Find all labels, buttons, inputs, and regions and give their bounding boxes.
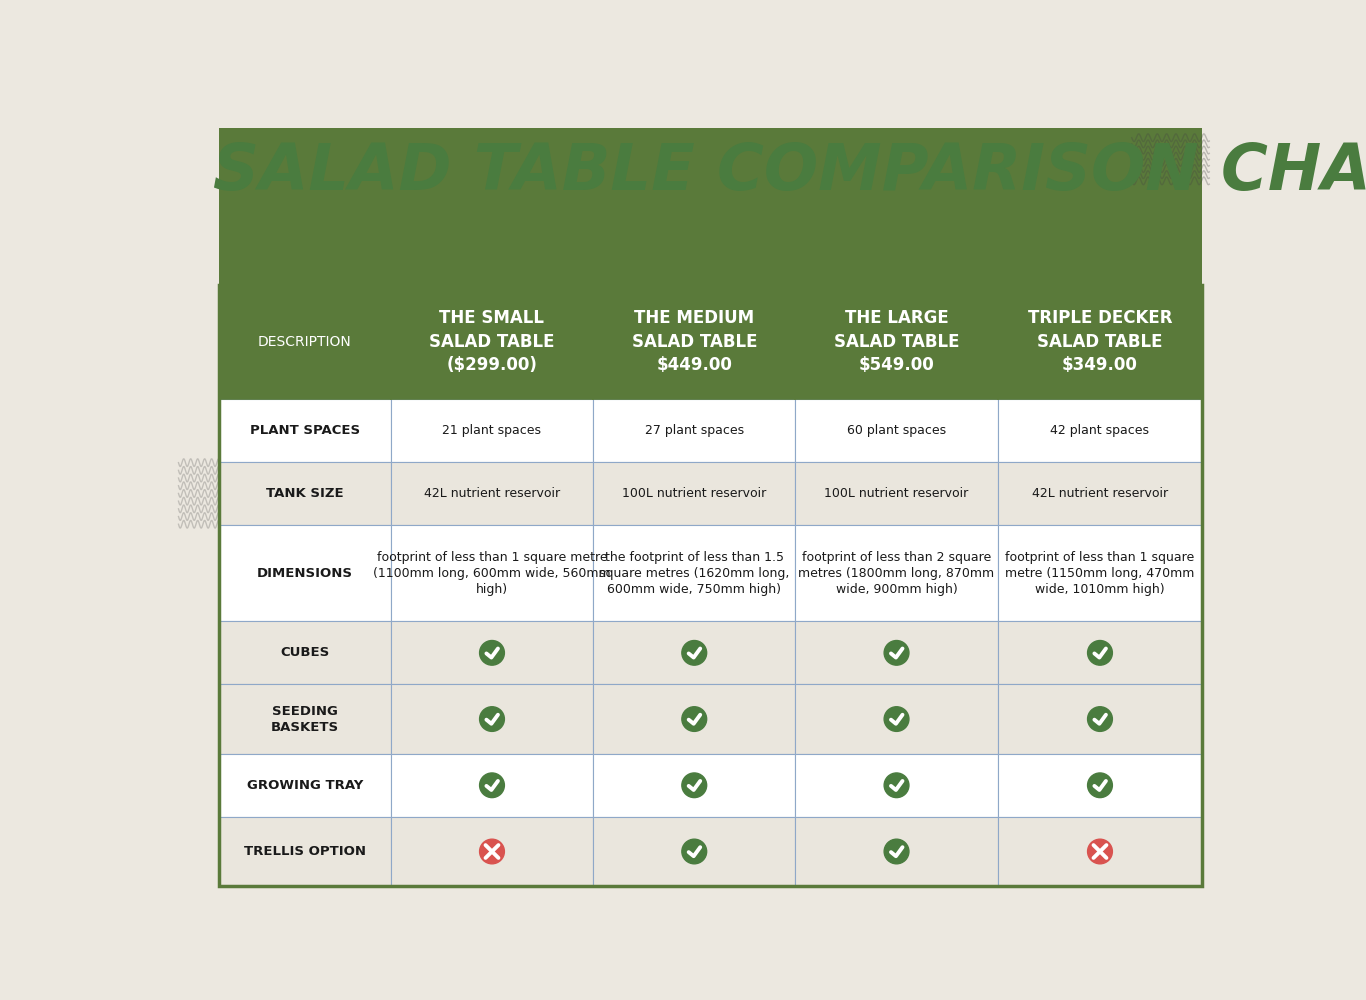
Bar bbox=[219, 399, 391, 462]
Bar bbox=[997, 817, 1202, 886]
Text: DESCRIPTION: DESCRIPTION bbox=[258, 335, 351, 349]
Bar bbox=[593, 525, 795, 621]
Bar bbox=[997, 621, 1202, 684]
Bar bbox=[391, 462, 593, 525]
Circle shape bbox=[884, 707, 908, 731]
Text: footprint of less than 2 square
metres (1800mm long, 870mm
wide, 900mm high): footprint of less than 2 square metres (… bbox=[799, 551, 994, 596]
Circle shape bbox=[682, 839, 706, 864]
Bar bbox=[795, 462, 997, 525]
Circle shape bbox=[479, 641, 504, 665]
Text: TRELLIS OPTION: TRELLIS OPTION bbox=[243, 845, 366, 858]
Bar bbox=[795, 817, 997, 886]
Text: PLANT SPACES: PLANT SPACES bbox=[250, 424, 359, 437]
Circle shape bbox=[682, 773, 706, 798]
Bar bbox=[391, 817, 593, 886]
Circle shape bbox=[884, 773, 908, 798]
Bar bbox=[391, 754, 593, 817]
Text: SEEDING
BASKETS: SEEDING BASKETS bbox=[270, 705, 339, 734]
Bar bbox=[219, 817, 391, 886]
Text: GROWING TRAY: GROWING TRAY bbox=[247, 779, 363, 792]
Bar bbox=[997, 754, 1202, 817]
Text: THE SMALL
SALAD TABLE
($299.00): THE SMALL SALAD TABLE ($299.00) bbox=[429, 309, 555, 374]
Bar bbox=[997, 525, 1202, 621]
Circle shape bbox=[1087, 707, 1112, 731]
Text: footprint of less than 1 square metre
(1100mm long, 600mm wide, 560mm
high): footprint of less than 1 square metre (1… bbox=[373, 551, 611, 596]
Bar bbox=[219, 525, 391, 621]
Circle shape bbox=[479, 839, 504, 864]
Text: TRIPLE DECKER
SALAD TABLE
$349.00: TRIPLE DECKER SALAD TABLE $349.00 bbox=[1027, 309, 1172, 374]
Bar bbox=[795, 621, 997, 684]
Bar bbox=[997, 399, 1202, 462]
Circle shape bbox=[1087, 839, 1112, 864]
Circle shape bbox=[1087, 641, 1112, 665]
Circle shape bbox=[884, 641, 908, 665]
Bar bbox=[219, 285, 391, 399]
Bar bbox=[795, 285, 997, 399]
Text: 42L nutrient reservoir: 42L nutrient reservoir bbox=[1031, 487, 1168, 500]
Text: CUBES: CUBES bbox=[280, 646, 329, 659]
Bar bbox=[219, 285, 1202, 886]
Bar bbox=[593, 462, 795, 525]
Bar bbox=[219, 684, 391, 754]
Bar bbox=[795, 525, 997, 621]
Text: 21 plant spaces: 21 plant spaces bbox=[443, 424, 541, 437]
Bar bbox=[795, 754, 997, 817]
Text: 100L nutrient reservoir: 100L nutrient reservoir bbox=[622, 487, 766, 500]
Bar bbox=[219, 128, 1202, 285]
Text: THE MEDIUM
SALAD TABLE
$449.00: THE MEDIUM SALAD TABLE $449.00 bbox=[631, 309, 757, 374]
Bar bbox=[997, 462, 1202, 525]
Bar bbox=[593, 684, 795, 754]
Bar bbox=[391, 684, 593, 754]
Circle shape bbox=[479, 773, 504, 798]
Text: 42L nutrient reservoir: 42L nutrient reservoir bbox=[423, 487, 560, 500]
Text: 60 plant spaces: 60 plant spaces bbox=[847, 424, 947, 437]
Text: 27 plant spaces: 27 plant spaces bbox=[645, 424, 744, 437]
Bar bbox=[795, 684, 997, 754]
Circle shape bbox=[682, 641, 706, 665]
Bar bbox=[795, 399, 997, 462]
Text: 100L nutrient reservoir: 100L nutrient reservoir bbox=[825, 487, 968, 500]
Text: footprint of less than 1 square
metre (1150mm long, 470mm
wide, 1010mm high): footprint of less than 1 square metre (1… bbox=[1005, 551, 1195, 596]
Text: SALAD TABLE COMPARISON CHART: SALAD TABLE COMPARISON CHART bbox=[213, 141, 1366, 203]
Bar bbox=[391, 399, 593, 462]
Circle shape bbox=[884, 839, 908, 864]
Bar bbox=[391, 525, 593, 621]
Bar bbox=[391, 621, 593, 684]
Bar bbox=[593, 285, 795, 399]
Text: 42 plant spaces: 42 plant spaces bbox=[1050, 424, 1149, 437]
Circle shape bbox=[479, 707, 504, 731]
Bar bbox=[593, 621, 795, 684]
Bar bbox=[219, 754, 391, 817]
Bar bbox=[593, 817, 795, 886]
Bar bbox=[997, 285, 1202, 399]
Circle shape bbox=[1087, 773, 1112, 798]
Bar bbox=[997, 684, 1202, 754]
Bar bbox=[391, 285, 593, 399]
Circle shape bbox=[682, 707, 706, 731]
Text: the footprint of less than 1.5
square metres (1620mm long,
600mm wide, 750mm hig: the footprint of less than 1.5 square me… bbox=[600, 551, 790, 596]
Bar bbox=[219, 621, 391, 684]
Bar bbox=[593, 754, 795, 817]
Bar bbox=[593, 399, 795, 462]
Text: TANK SIZE: TANK SIZE bbox=[266, 487, 344, 500]
Text: DIMENSIONS: DIMENSIONS bbox=[257, 567, 352, 580]
Bar bbox=[219, 462, 391, 525]
Text: THE LARGE
SALAD TABLE
$549.00: THE LARGE SALAD TABLE $549.00 bbox=[833, 309, 959, 374]
